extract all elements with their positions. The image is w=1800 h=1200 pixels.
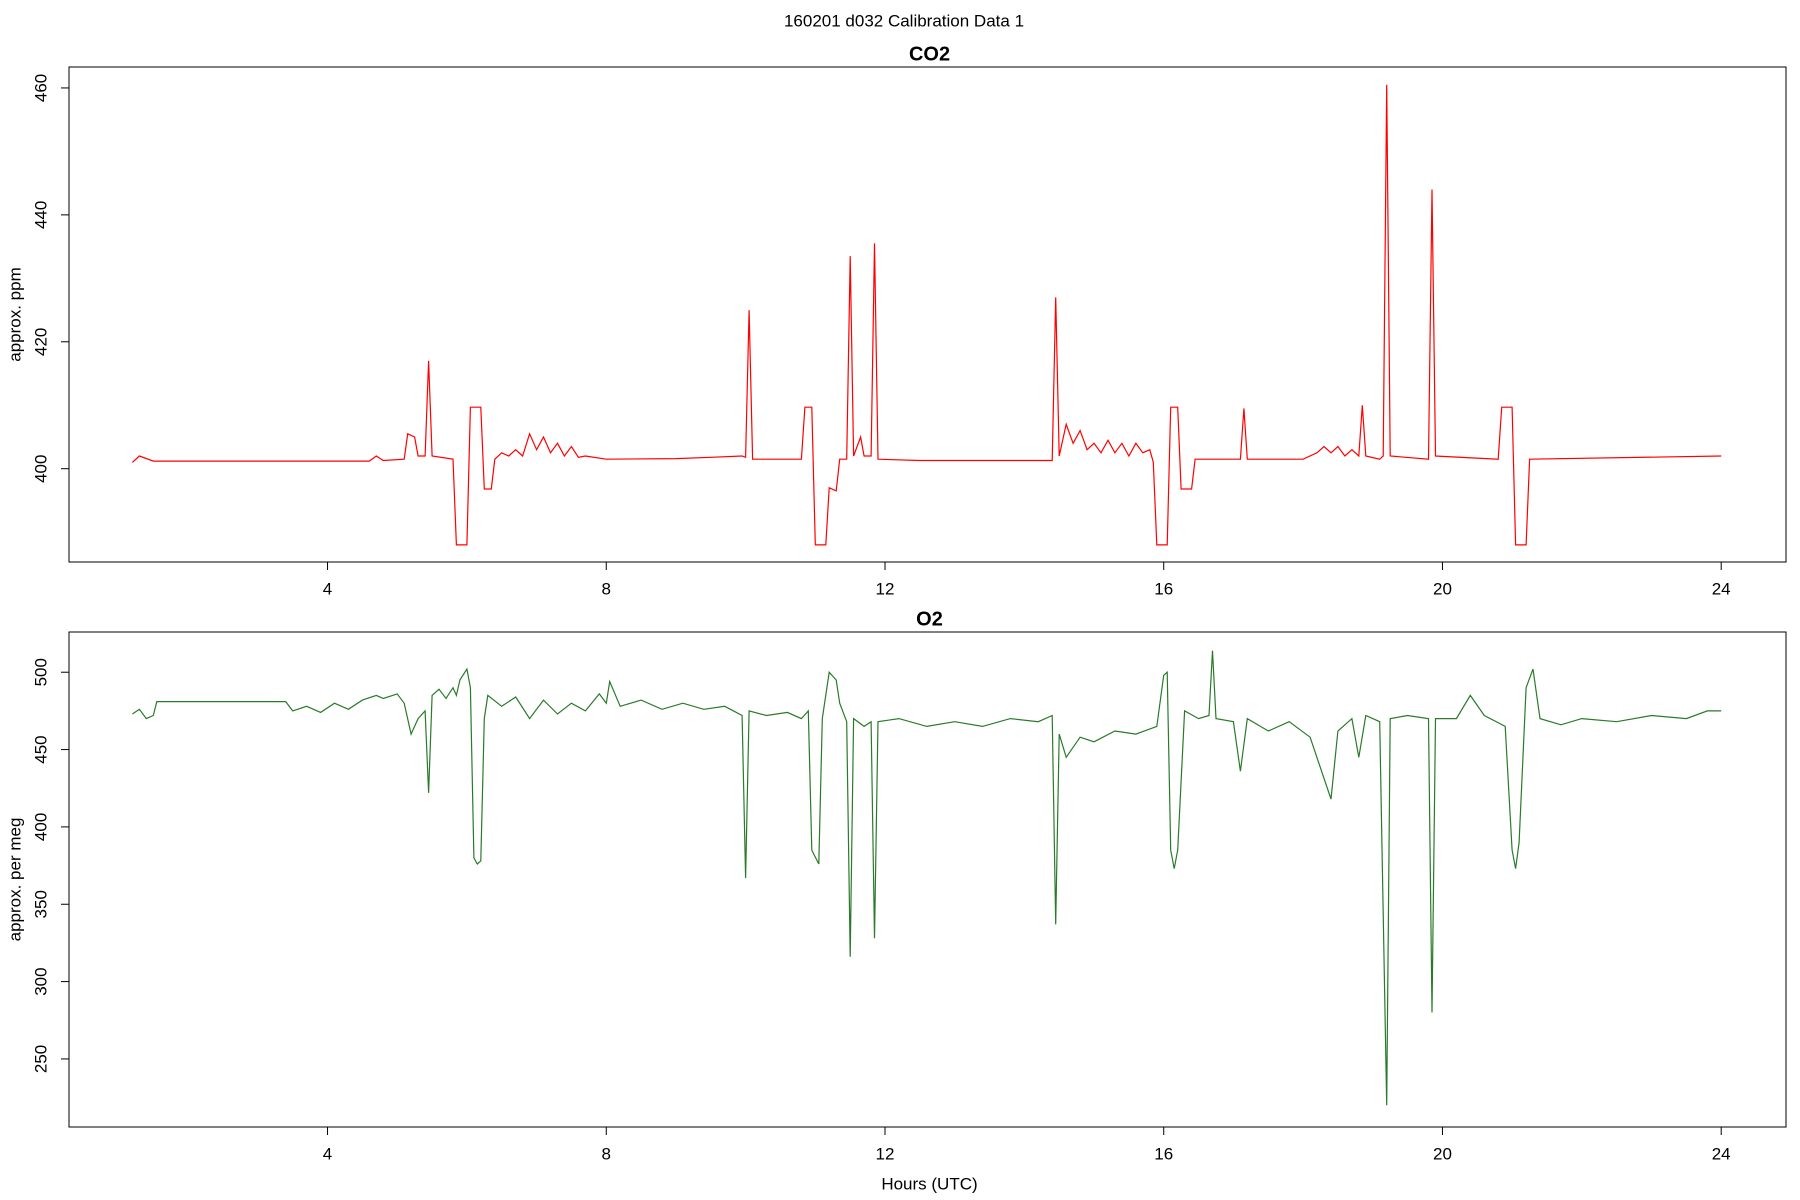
x-tick-label: 4	[323, 1144, 332, 1163]
x-tick-label: 16	[1154, 579, 1173, 598]
y-tick-label: 450	[31, 735, 50, 763]
x-tick-label: 12	[876, 1144, 895, 1163]
x-tick-label: 20	[1433, 1144, 1452, 1163]
y-tick-label: 400	[31, 455, 50, 483]
page-title: 160201 d032 Calibration Data 1	[784, 11, 1024, 30]
plot-frame	[68, 66, 1787, 563]
x-tick-label: 24	[1712, 579, 1731, 598]
y-tick-label: 460	[31, 74, 50, 102]
x-tick-label: 16	[1154, 1144, 1173, 1163]
y-tick-label: 350	[31, 890, 50, 918]
x-tick-label: 12	[876, 579, 895, 598]
panel-title: CO2	[909, 43, 950, 65]
y-tick-label: 400	[31, 813, 50, 841]
y-tick-label: 500	[31, 658, 50, 686]
y-axis-label: approx. ppm	[5, 267, 24, 362]
data-line	[131, 84, 1722, 546]
x-tick-label: 20	[1433, 579, 1452, 598]
data-line	[132, 650, 1722, 1106]
y-tick-label: 440	[31, 201, 50, 229]
plot-frame	[68, 631, 1787, 1128]
x-tick-label: 4	[323, 579, 332, 598]
y-tick-label: 300	[31, 967, 50, 995]
y-axis-label: approx. per meg	[5, 818, 24, 942]
x-axis-label: Hours (UTC)	[881, 1174, 977, 1193]
x-tick-label: 8	[602, 579, 611, 598]
y-tick-label: 420	[31, 328, 50, 356]
y-tick-label: 250	[31, 1045, 50, 1073]
x-tick-label: 24	[1712, 1144, 1731, 1163]
x-tick-label: 8	[602, 1144, 611, 1163]
panel-title: O2	[916, 608, 943, 630]
